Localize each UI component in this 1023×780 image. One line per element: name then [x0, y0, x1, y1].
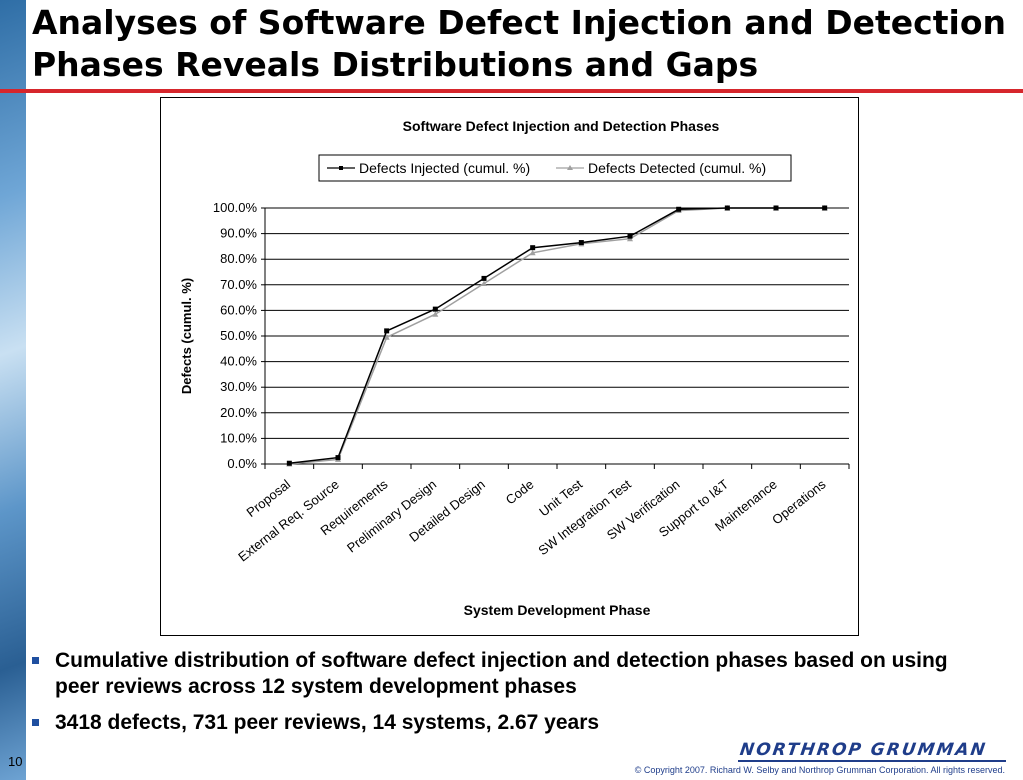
chart-title: Software Defect Injection and Detection … [403, 118, 720, 134]
bullet-item: Cumulative distribution of software defe… [30, 648, 990, 700]
logo-underline [738, 760, 1006, 762]
data-point-square [627, 233, 633, 239]
legend-entry: Defects Injected (cumul. %) [359, 160, 530, 176]
legend-entry: Defects Detected (cumul. %) [588, 160, 766, 176]
legend-square-marker [339, 166, 343, 170]
data-point-square [530, 245, 536, 251]
x-tick-label: Preliminary Design [344, 477, 439, 556]
y-tick-label: 40.0% [220, 354, 257, 369]
slide-title: Analyses of Software Defect Injection an… [32, 3, 1006, 84]
copyright-notice: © Copyright 2007. Richard W. Selby and N… [634, 765, 1005, 775]
legend-triangle-marker [567, 165, 573, 170]
data-point-triangle [529, 249, 536, 256]
page-number: 10 [8, 754, 23, 769]
data-point-triangle [432, 311, 439, 317]
y-tick-label: 10.0% [220, 430, 257, 445]
data-point-square [335, 455, 341, 461]
bullet-square-icon [32, 719, 39, 726]
data-point-square [432, 306, 438, 312]
x-axis-label: System Development Phase [464, 602, 651, 618]
line-chart: Software Defect Injection and Detection … [179, 118, 850, 618]
data-point-square [384, 328, 390, 334]
bullet-square-icon [32, 657, 39, 664]
y-tick-label: 60.0% [220, 302, 257, 317]
legend-box [318, 154, 792, 182]
y-tick-label: 0.0% [227, 456, 257, 471]
bullet-text: Cumulative distribution of software defe… [55, 649, 948, 698]
y-tick-label: 90.0% [220, 226, 257, 241]
x-tick-label: Code [503, 477, 537, 508]
y-axis-label: Defects (cumul. %) [179, 278, 194, 394]
y-tick-label: 50.0% [220, 328, 257, 343]
data-point-square [822, 205, 828, 211]
series-line [289, 207, 825, 464]
y-tick-label: 30.0% [220, 379, 257, 394]
data-point-square [724, 205, 730, 211]
bullet-item: 3418 defects, 731 peer reviews, 14 syste… [30, 710, 990, 736]
data-point-square [773, 205, 779, 211]
chart-container: Software Defect Injection and Detection … [160, 97, 859, 636]
data-point-triangle [481, 280, 487, 287]
y-tick-label: 80.0% [220, 251, 257, 266]
data-point-triangle [383, 334, 390, 340]
y-tick-label: 100.0% [213, 200, 258, 215]
data-point-square [578, 240, 584, 246]
y-tick-label: 70.0% [220, 277, 257, 292]
left-decorative-stripe [0, 0, 26, 780]
bullet-text: 3418 defects, 731 peer reviews, 14 syste… [55, 711, 600, 734]
data-point-square [676, 206, 682, 212]
bullet-list: Cumulative distribution of software defe… [30, 648, 990, 746]
data-point-square [481, 275, 487, 281]
data-point-square [286, 460, 292, 466]
title-divider [0, 89, 1023, 93]
y-tick-label: 20.0% [220, 405, 257, 420]
x-tick-label: Operations [769, 476, 829, 527]
company-logo: NORTHROP GRUMMAN [738, 740, 989, 760]
